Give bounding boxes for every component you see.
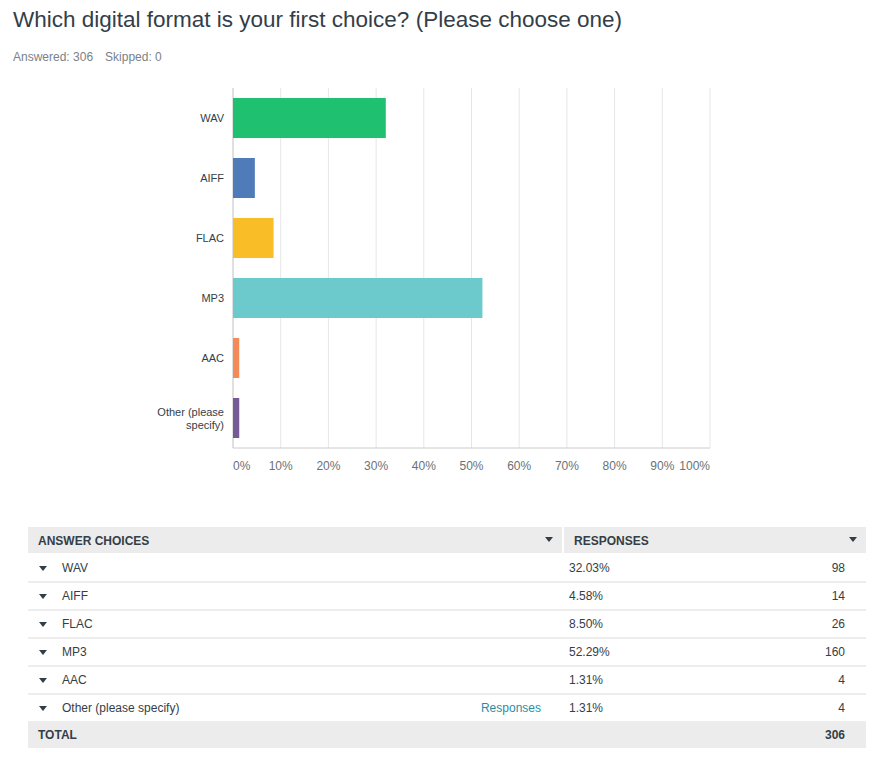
- x-axis: [233, 448, 710, 449]
- bar: [233, 158, 255, 198]
- category-label-line: WAV: [200, 112, 224, 124]
- row-expand[interactable]: [39, 594, 47, 599]
- total-label: TOTAL: [38, 728, 77, 742]
- percent: 1.31%: [569, 701, 603, 715]
- category-label-line: FLAC: [196, 232, 224, 244]
- row-separator: [28, 638, 866, 639]
- category-label: AIFF: [200, 172, 224, 184]
- category-label-line: AAC: [201, 352, 224, 364]
- grid-line: [519, 88, 520, 448]
- tick-label: 70%: [555, 459, 579, 473]
- count: 98: [832, 561, 846, 575]
- grid-line: [566, 88, 567, 448]
- grid-line: [710, 88, 711, 448]
- row-separator: [28, 610, 866, 611]
- category-label-line: MP3: [201, 292, 224, 304]
- row-expand[interactable]: [39, 706, 47, 711]
- row-separator: [28, 582, 866, 583]
- sort-toggle[interactable]: [849, 537, 857, 542]
- count: 14: [832, 589, 846, 603]
- bar: [233, 98, 386, 138]
- percent: 1.31%: [569, 673, 603, 687]
- y-axis: [233, 88, 234, 448]
- category-label: MP3: [201, 292, 224, 304]
- tick-label: 100%: [679, 459, 710, 473]
- column-header: RESPONSES: [574, 534, 649, 548]
- row-separator: [28, 666, 866, 667]
- row-expand[interactable]: [39, 678, 47, 683]
- responses-link[interactable]: Responses: [481, 701, 541, 715]
- title: Which digital format is your first choic…: [13, 7, 622, 32]
- grid-line: [328, 88, 329, 448]
- tick-label: 80%: [603, 459, 627, 473]
- percent: 4.58%: [569, 589, 603, 603]
- tick-label: 40%: [412, 459, 436, 473]
- row-separator: [28, 694, 866, 695]
- grid-line: [280, 88, 281, 448]
- count: 26: [832, 617, 846, 631]
- percent: 52.29%: [569, 645, 610, 659]
- table: ANSWER CHOICES RESPONSES WAV 32.03% 98 AIFF 4.…: [28, 527, 866, 748]
- row-expand[interactable]: [39, 566, 47, 571]
- choice: WAV: [62, 561, 88, 575]
- skipped-count: Skipped: 0: [105, 50, 162, 64]
- category-label-line: specify): [186, 419, 224, 431]
- tick-label: 0%: [233, 459, 251, 473]
- category-label: AAC: [201, 352, 224, 364]
- percent: 8.50%: [569, 617, 603, 631]
- category-label: WAV: [200, 112, 224, 124]
- bars: [233, 98, 482, 438]
- choice: FLAC: [62, 617, 93, 631]
- header-cell: [28, 527, 562, 553]
- row-expand[interactable]: [39, 650, 47, 655]
- category-label: FLAC: [196, 232, 224, 244]
- bar: [233, 398, 239, 438]
- page: Which digital format is your first choic…: [0, 0, 873, 758]
- percent: 32.03%: [569, 561, 610, 575]
- count: 4: [838, 673, 845, 687]
- choice: AAC: [62, 673, 87, 687]
- category-label-line: AIFF: [200, 172, 224, 184]
- category-label-line: Other (please: [157, 406, 224, 418]
- count: 4: [838, 701, 845, 715]
- bar: [233, 218, 274, 258]
- count: 160: [825, 645, 845, 659]
- grid-line: [376, 88, 377, 448]
- grid-line: [423, 88, 424, 448]
- grid-line: [614, 88, 615, 448]
- sort-toggle[interactable]: [545, 537, 553, 542]
- category-label: Other (pleasespecify): [157, 406, 224, 431]
- bar: [233, 338, 239, 378]
- grid-line: [662, 88, 663, 448]
- total-row: [28, 722, 866, 748]
- tick-label: 90%: [650, 459, 674, 473]
- tick-label: 50%: [459, 459, 483, 473]
- answered-count: Answered: 306: [13, 50, 93, 64]
- row-expand[interactable]: [39, 622, 47, 627]
- grid-line: [471, 88, 472, 448]
- header-cell: [564, 527, 866, 553]
- column-header: ANSWER CHOICES: [38, 534, 149, 548]
- total-count: 306: [825, 728, 845, 742]
- grid-line: [233, 88, 234, 448]
- choice: Other (please specify): [62, 701, 179, 715]
- tick-label: 20%: [316, 459, 340, 473]
- choice: MP3: [62, 645, 87, 659]
- tick-label: 30%: [364, 459, 388, 473]
- bar: [233, 278, 482, 318]
- tick-label: 60%: [507, 459, 531, 473]
- choice: AIFF: [62, 589, 88, 603]
- tick-label: 10%: [269, 459, 293, 473]
